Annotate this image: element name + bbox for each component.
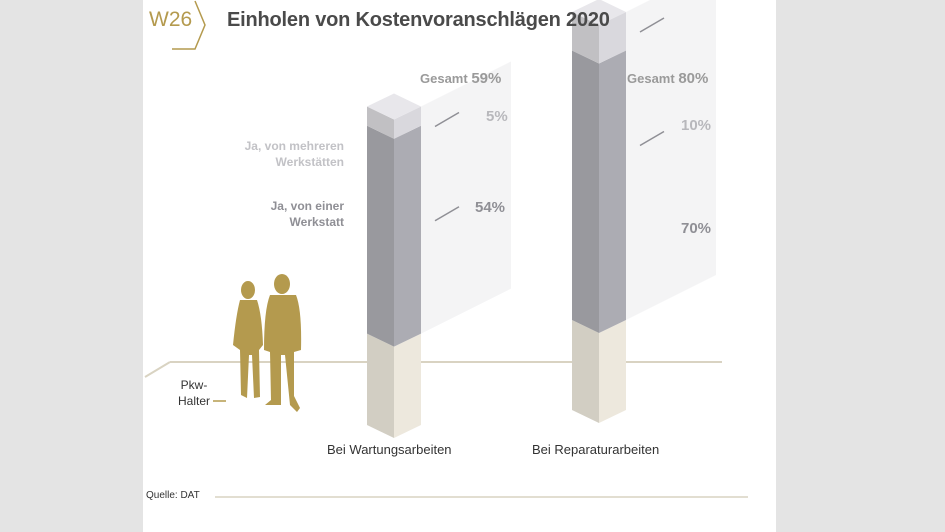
bar-multiple-1-left [572, 12, 599, 64]
bar-multiple-1-top [572, 0, 626, 25]
tick-single-1 [639, 130, 665, 147]
value-label-repair-multiple: 10% [681, 117, 712, 134]
badge-chevron [172, 0, 206, 50]
bar-multiple-0-left [367, 106, 394, 139]
total-value: 59% [471, 70, 502, 87]
chart-title: Einholen von Kostenvoranschlägen 2020 [227, 9, 610, 31]
source-label: Quelle: DAT [146, 490, 200, 501]
bars-group [367, 0, 716, 438]
people-icon [233, 274, 302, 412]
tick-multiple-0 [434, 111, 460, 128]
section-badge: W26 [149, 8, 193, 31]
total-word: Gesamt [627, 71, 675, 86]
bar-single-1-left [572, 50, 599, 333]
bar-single-1-right [599, 50, 626, 333]
bar-single-0-right [394, 125, 421, 347]
bar-single-0-left [367, 125, 394, 347]
bar-multiple-1-right [599, 12, 626, 64]
category-label-0: Bei Wartungsarbeiten [327, 442, 452, 457]
total-label-0: Gesamt 59% [420, 70, 501, 87]
people-legend-label: Pkw-Halter [177, 378, 210, 408]
legend-single: Ja, von einer Werkstatt [270, 199, 344, 229]
value-label-maint-multiple: 5% [486, 108, 508, 125]
tick-multiple-1 [639, 17, 665, 33]
bar-base-0-right [394, 333, 421, 438]
value-label-maint-single: 54% [475, 199, 506, 216]
bar-base-1-right [599, 320, 626, 423]
value-label-repair-single: 70% [681, 220, 712, 237]
bar-band-1 [626, 0, 716, 320]
category-label-1: Bei Reparaturarbeiten [532, 442, 660, 457]
bar-multiple-0-right [394, 106, 421, 139]
total-word: Gesamt [420, 71, 468, 86]
total-value: 80% [678, 70, 709, 87]
total-label-1: Gesamt 80% [627, 70, 708, 87]
bar-base-1-left [572, 320, 599, 423]
tick-single-0 [434, 206, 460, 222]
bar-multiple-0-top [367, 93, 421, 120]
floor-line-corner [144, 361, 171, 378]
bar-base-0-left [367, 333, 394, 438]
bar-band-0 [421, 61, 511, 334]
legend-multiple: Ja, von mehreren Werkstätten [244, 139, 344, 169]
